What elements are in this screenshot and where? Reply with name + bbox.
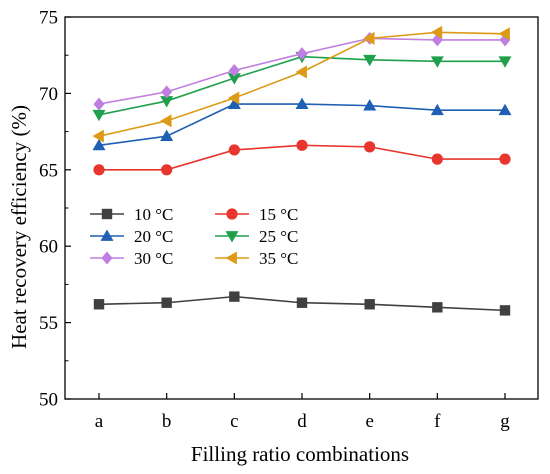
data-point	[161, 297, 172, 308]
y-tick-label: 70	[39, 84, 58, 105]
data-point	[296, 297, 308, 308]
legend-marker	[100, 229, 114, 241]
data-point	[93, 97, 105, 111]
data-point	[228, 63, 240, 77]
y-tick-label: 75	[39, 8, 58, 29]
series-line	[98, 103, 505, 147]
legend-label: 30 °C	[134, 249, 173, 268]
legend-label: 35 °C	[259, 249, 298, 268]
data-point	[498, 103, 512, 116]
data-point	[364, 299, 375, 310]
data-point	[363, 54, 377, 67]
legend-marker	[225, 251, 237, 265]
data-point	[229, 291, 240, 302]
legend-label: 10 °C	[134, 205, 173, 224]
data-point	[430, 56, 444, 68]
legend-marker	[226, 208, 238, 220]
data-point	[295, 65, 307, 79]
legend-label: 25 °C	[259, 227, 298, 246]
data-point	[499, 153, 511, 165]
y-tick-label: 60	[39, 237, 58, 258]
legend-marker	[101, 208, 113, 220]
data-point	[295, 97, 309, 109]
data-point	[296, 47, 308, 61]
x-tick-label: e	[365, 411, 373, 432]
legend-marker	[225, 231, 239, 243]
data-point	[296, 139, 308, 151]
data-point	[227, 97, 241, 109]
data-point	[499, 33, 511, 47]
data-point	[93, 299, 105, 310]
data-point	[227, 91, 240, 105]
x-tick-label: a	[95, 411, 104, 432]
y-tick-label: 55	[39, 313, 58, 334]
data-point	[228, 144, 240, 156]
legend-marker	[101, 251, 113, 265]
data-point	[93, 164, 105, 176]
y-tick-label: 65	[39, 160, 58, 181]
data-point	[364, 141, 376, 153]
data-point	[432, 302, 443, 313]
y-tick-label: 50	[39, 390, 58, 411]
x-tick-label: d	[297, 411, 307, 432]
data-point	[431, 153, 443, 165]
data-point	[363, 99, 377, 111]
data-point	[92, 138, 106, 151]
data-point	[160, 114, 172, 128]
x-tick-label: b	[162, 411, 172, 432]
legend-label: 15 °C	[259, 205, 298, 224]
data-point	[161, 85, 173, 99]
plot-area: 50 55 60 65 70 75 a b c d e f g 10 °C 15 °C 20 °C 25 °C 3…	[39, 8, 539, 432]
x-tick-label: f	[434, 411, 441, 432]
data-point	[160, 96, 174, 108]
data-point	[430, 103, 444, 116]
x-axis-label: Filling ratio combinations	[191, 442, 409, 466]
data-point	[92, 109, 106, 122]
data-point	[430, 25, 443, 39]
data-point	[363, 31, 375, 45]
x-tick-label: c	[230, 411, 238, 432]
data-point	[498, 56, 512, 68]
data-point	[227, 73, 241, 85]
x-tick-label: g	[500, 411, 510, 432]
data-point	[92, 129, 104, 143]
data-point	[498, 27, 510, 41]
y-axis-label: Heat recovery efficiency (%)	[7, 105, 31, 349]
data-point	[161, 164, 173, 176]
data-point	[499, 305, 511, 316]
legend-label: 20 °C	[134, 227, 173, 246]
data-point	[160, 129, 174, 142]
